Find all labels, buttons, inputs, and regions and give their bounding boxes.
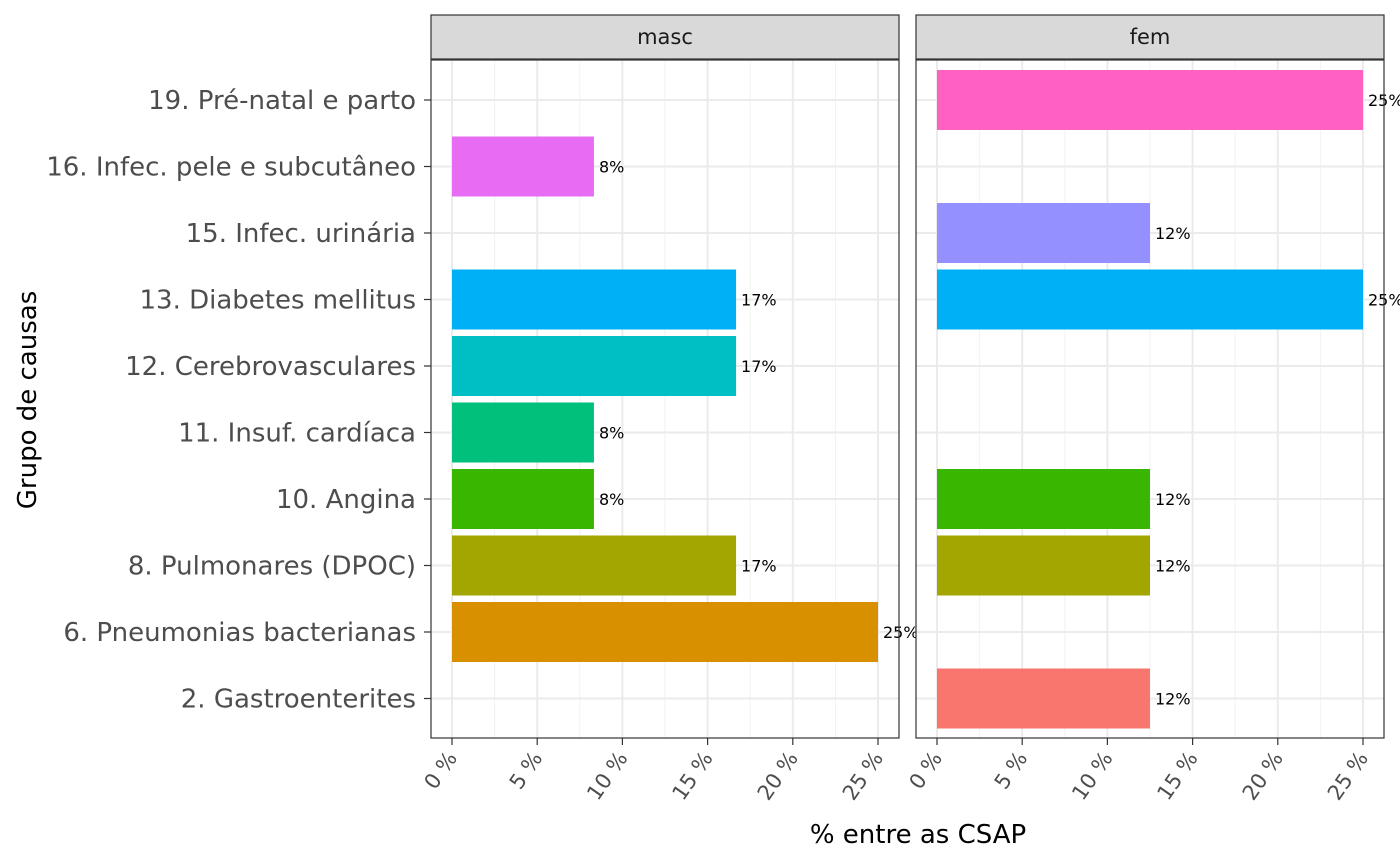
category-label: 10. Angina	[276, 485, 416, 515]
bar-value-label: 12%	[1155, 224, 1191, 243]
bar	[937, 203, 1150, 263]
category-label: 2. Gastroenterites	[181, 685, 416, 715]
bar-value-label: 17%	[741, 357, 777, 376]
facet-strip	[915, 14, 1385, 60]
bar	[937, 668, 1150, 729]
panel-masc: masc 8% 17% 17% 8% 8% 17% 25% 0 % 5 % 10 % 15 % 20 %…	[419, 14, 919, 805]
bar	[937, 269, 1363, 330]
bar	[452, 469, 594, 529]
facet-strip-label: masc	[637, 25, 693, 49]
bar-value-label: 17%	[741, 291, 777, 310]
category-label: 11. Insuf. cardíaca	[178, 419, 416, 449]
x-tick-label: 5 %	[990, 747, 1033, 794]
category-label: 6. Pneumonias bacterianas	[63, 618, 416, 648]
panels-layer: masc 8% 17% 17% 8% 8% 17% 25% 0 % 5 % 10 % 15 % 20 %…	[419, 14, 1400, 805]
bar	[937, 70, 1363, 130]
category-label: 16. Infec. pele e subcutâneo	[46, 153, 416, 183]
panel-border	[915, 59, 1385, 739]
x-tick-label: 15 %	[1152, 747, 1202, 804]
bar-value-label: 17%	[741, 557, 777, 576]
bar	[452, 269, 737, 330]
category-label: 13. Diabetes mellitus	[139, 286, 416, 316]
bar	[937, 535, 1150, 596]
x-tick-label: 0 %	[419, 747, 462, 794]
bar-value-label: 8%	[599, 490, 624, 509]
category-axis-labels: 19. Pré-natal e parto 16. Infec. pele e s…	[46, 86, 431, 715]
bar-value-label: 12%	[1155, 490, 1191, 509]
x-tick-label: 20 %	[1238, 747, 1288, 804]
x-tick-label: 10 %	[1067, 747, 1117, 804]
bar	[937, 469, 1150, 529]
bar-value-label: 8%	[599, 424, 624, 443]
x-tick-label: 5 %	[505, 747, 548, 794]
x-tick-label: 25 %	[1323, 747, 1373, 804]
bar	[452, 535, 737, 596]
bar-value-label: 12%	[1155, 557, 1191, 576]
x-axis-title: % entre as CSAP	[810, 820, 1026, 850]
facet-strip-label: fem	[1130, 25, 1171, 49]
x-tick-label: 15 %	[667, 747, 717, 804]
x-tick-label: 20 %	[753, 747, 803, 804]
bar	[452, 136, 594, 197]
x-tick-label: 10 %	[582, 747, 632, 804]
x-tick-label: 25 %	[838, 747, 888, 804]
bar	[452, 336, 737, 396]
x-tick-label: 0 %	[904, 747, 947, 794]
category-label: 12. Cerebrovasculares	[125, 352, 416, 382]
y-axis-title: Grupo de causas	[13, 291, 43, 510]
category-label: 19. Pré-natal e parto	[148, 86, 416, 116]
bar-value-label: 12%	[1155, 690, 1191, 709]
facet-strip	[430, 14, 900, 60]
bar-value-label: 8%	[599, 158, 624, 177]
bar-value-label: 25%	[883, 623, 919, 642]
category-label: 8. Pulmonares (DPOC)	[128, 552, 416, 582]
panel-border	[430, 59, 900, 739]
bar	[452, 602, 878, 662]
bar	[452, 402, 594, 463]
category-label: 15. Infec. urinária	[186, 219, 416, 249]
